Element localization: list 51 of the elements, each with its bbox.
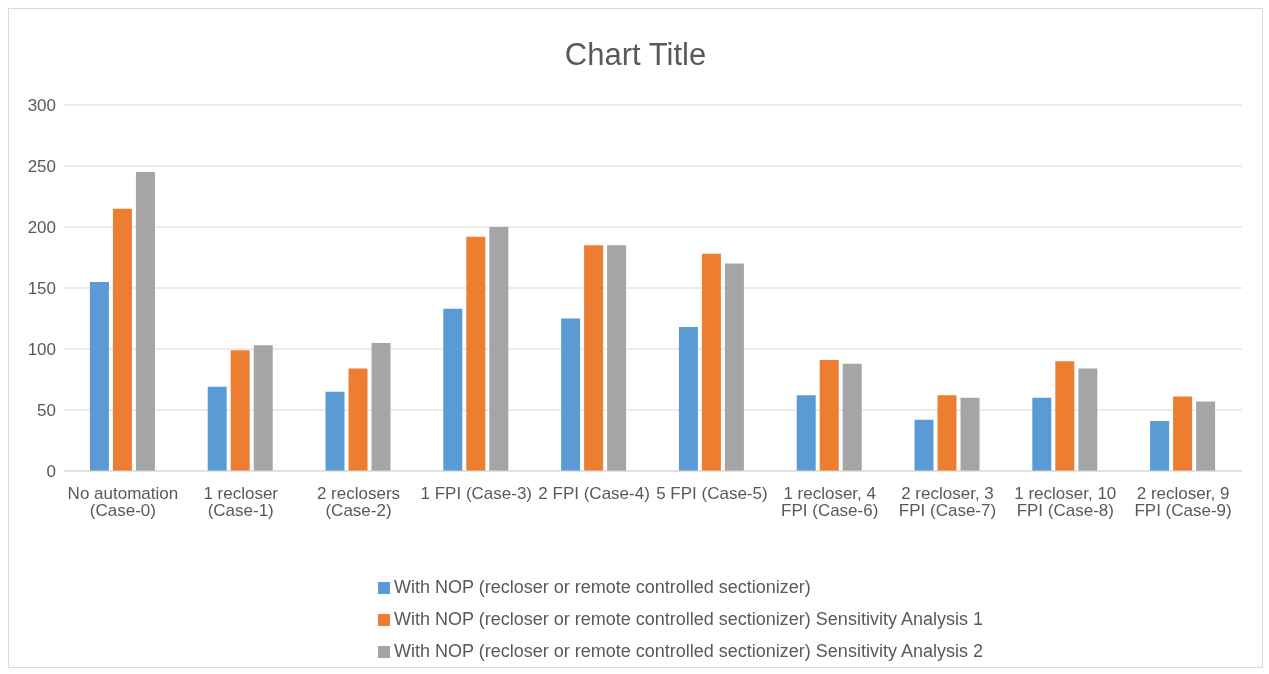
bar — [325, 391, 345, 471]
bar — [89, 281, 109, 471]
bar — [1078, 368, 1098, 471]
bar — [1196, 401, 1216, 471]
bar — [960, 397, 980, 471]
bar — [937, 395, 957, 471]
bar — [489, 227, 509, 471]
bar — [112, 208, 132, 471]
bar — [678, 327, 698, 471]
x-tick-label: 5 FPI (Case-5) — [656, 484, 768, 504]
bar — [561, 318, 581, 471]
bar — [607, 245, 627, 471]
y-tick-label: 100 — [27, 340, 56, 360]
y-tick-label: 200 — [27, 218, 56, 238]
bar — [207, 386, 227, 471]
x-tick-label: 2 reclosers (Case-2) — [316, 484, 401, 521]
legend-label: With NOP (recloser or remote controlled sectionizer) Sensitivity Analysis 2 — [394, 641, 983, 661]
x-tick-label: 1 recloser, 10 FPI (Case-8) — [1014, 484, 1117, 521]
bar — [1173, 396, 1193, 471]
x-tick-label: 1 recloser, 4 FPI (Case-6) — [781, 484, 879, 521]
x-tick-label: 1 FPI (Case-3) — [420, 484, 533, 504]
x-tick-label: 2 FPI (Case-4) — [538, 484, 650, 504]
bar — [914, 419, 934, 471]
bar — [701, 253, 721, 471]
bar — [819, 359, 839, 471]
bar — [1150, 420, 1170, 471]
chart-title: Chart Title — [563, 36, 708, 74]
bar — [230, 350, 250, 471]
bar — [443, 308, 463, 471]
legend-label: With NOP (recloser or remote controlled sectionizer) Sensitivity Analysis 1 — [394, 609, 983, 629]
y-tick-label: 0 — [46, 462, 56, 482]
bar — [1032, 397, 1052, 471]
legend-label: With NOP (recloser or remote controlled sectionizer) — [394, 577, 811, 597]
x-tick-label: 2 recloser, 3 FPI (Case-7) — [898, 484, 997, 521]
x-tick-label: No automation (Case-0) — [67, 484, 179, 521]
bar — [796, 395, 816, 471]
y-tick-label: 150 — [27, 279, 56, 299]
x-tick-label: 1 recloser (Case-1) — [203, 484, 279, 521]
bar — [371, 342, 391, 471]
bar — [724, 263, 744, 471]
bar — [253, 345, 273, 471]
y-tick-label: 50 — [37, 401, 56, 421]
bar — [842, 363, 862, 471]
y-tick-label: 300 — [27, 96, 56, 116]
bar — [466, 236, 486, 471]
bar — [1055, 361, 1075, 471]
bar — [348, 368, 368, 471]
y-tick-label: 250 — [27, 157, 56, 177]
bar — [135, 172, 155, 471]
x-tick-label: 2 recloser, 9 FPI (Case-9) — [1134, 484, 1232, 521]
bar — [584, 245, 604, 471]
